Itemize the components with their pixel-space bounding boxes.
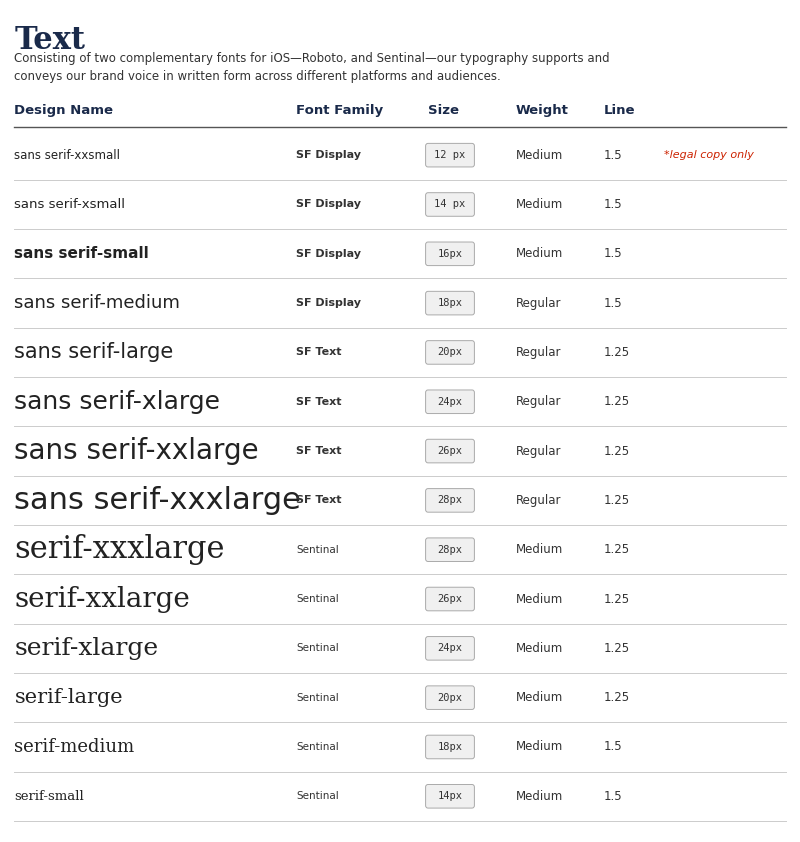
Text: Line: Line <box>604 104 635 117</box>
Text: Medium: Medium <box>516 198 563 211</box>
Text: SF Text: SF Text <box>296 348 342 358</box>
Text: 1.25: 1.25 <box>604 494 630 507</box>
Text: sans serif-large: sans serif-large <box>14 343 174 362</box>
Text: 1.25: 1.25 <box>604 593 630 605</box>
Text: Regular: Regular <box>516 395 562 408</box>
Text: Medium: Medium <box>516 740 563 754</box>
Text: Regular: Regular <box>516 346 562 359</box>
Text: Medium: Medium <box>516 790 563 802</box>
Text: 1.5: 1.5 <box>604 149 622 162</box>
Text: 12 px: 12 px <box>434 150 466 160</box>
FancyBboxPatch shape <box>426 686 474 710</box>
Text: sans serif-xxsmall: sans serif-xxsmall <box>14 149 121 162</box>
Text: Design Name: Design Name <box>14 104 114 117</box>
Text: 14px: 14px <box>438 791 462 802</box>
Text: sans serif-medium: sans serif-medium <box>14 294 180 312</box>
Text: 20px: 20px <box>438 348 462 358</box>
Text: 28px: 28px <box>438 495 462 505</box>
Text: 1.25: 1.25 <box>604 346 630 359</box>
Text: 16px: 16px <box>438 248 462 258</box>
Text: Consisting of two complementary fonts for iOS—Roboto, and Sentinal—our typograph: Consisting of two complementary fonts fo… <box>14 52 610 83</box>
Text: 18px: 18px <box>438 742 462 752</box>
Text: Size: Size <box>428 104 459 117</box>
Text: Sentinal: Sentinal <box>296 643 338 653</box>
Text: 26px: 26px <box>438 594 462 604</box>
Text: 1.25: 1.25 <box>604 445 630 457</box>
Text: Regular: Regular <box>516 445 562 457</box>
Text: SF Display: SF Display <box>296 200 361 210</box>
Text: serif-medium: serif-medium <box>14 738 134 756</box>
Text: SF Text: SF Text <box>296 446 342 456</box>
Text: 28px: 28px <box>438 545 462 555</box>
Text: Regular: Regular <box>516 296 562 310</box>
Text: 1.25: 1.25 <box>604 543 630 557</box>
Text: Sentinal: Sentinal <box>296 594 338 604</box>
Text: sans serif-xxlarge: sans serif-xxlarge <box>14 437 259 465</box>
Text: serif-xlarge: serif-xlarge <box>14 637 158 660</box>
FancyBboxPatch shape <box>426 735 474 759</box>
Text: Regular: Regular <box>516 494 562 507</box>
Text: 26px: 26px <box>438 446 462 456</box>
Text: 1.5: 1.5 <box>604 296 622 310</box>
Text: Sentinal: Sentinal <box>296 742 338 752</box>
FancyBboxPatch shape <box>426 637 474 660</box>
Text: 1.5: 1.5 <box>604 198 622 211</box>
Text: 20px: 20px <box>438 693 462 703</box>
FancyBboxPatch shape <box>426 538 474 562</box>
Text: Sentinal: Sentinal <box>296 545 338 555</box>
Text: 24px: 24px <box>438 397 462 407</box>
Text: Medium: Medium <box>516 642 563 655</box>
Text: Medium: Medium <box>516 593 563 605</box>
Text: 1.5: 1.5 <box>604 248 622 260</box>
Text: Sentinal: Sentinal <box>296 693 338 703</box>
Text: Medium: Medium <box>516 691 563 704</box>
Text: Sentinal: Sentinal <box>296 791 338 802</box>
Text: 18px: 18px <box>438 298 462 308</box>
FancyBboxPatch shape <box>426 143 474 167</box>
FancyBboxPatch shape <box>426 193 474 216</box>
Text: serif-large: serif-large <box>14 688 123 707</box>
Text: 1.5: 1.5 <box>604 790 622 802</box>
Text: Medium: Medium <box>516 543 563 557</box>
Text: SF Display: SF Display <box>296 248 361 258</box>
Text: 1.25: 1.25 <box>604 691 630 704</box>
Text: Weight: Weight <box>516 104 569 117</box>
Text: sans serif-xxxlarge: sans serif-xxxlarge <box>14 486 302 515</box>
FancyBboxPatch shape <box>426 440 474 463</box>
Text: *legal copy only: *legal copy only <box>664 150 754 160</box>
Text: 1.25: 1.25 <box>604 395 630 408</box>
Text: SF Display: SF Display <box>296 150 361 160</box>
Text: SF Text: SF Text <box>296 495 342 505</box>
FancyBboxPatch shape <box>426 785 474 808</box>
Text: Text: Text <box>14 25 86 56</box>
FancyBboxPatch shape <box>426 488 474 512</box>
Text: sans serif-small: sans serif-small <box>14 247 149 261</box>
FancyBboxPatch shape <box>426 341 474 365</box>
Text: 1.25: 1.25 <box>604 642 630 655</box>
Text: SF Display: SF Display <box>296 298 361 308</box>
FancyBboxPatch shape <box>426 242 474 265</box>
Text: sans serif-xlarge: sans serif-xlarge <box>14 390 221 413</box>
Text: Medium: Medium <box>516 149 563 162</box>
FancyBboxPatch shape <box>426 587 474 610</box>
Text: serif-small: serif-small <box>14 790 84 802</box>
Text: 1.5: 1.5 <box>604 740 622 754</box>
Text: SF Text: SF Text <box>296 397 342 407</box>
Text: serif-xxxlarge: serif-xxxlarge <box>14 534 225 565</box>
Text: 14 px: 14 px <box>434 200 466 210</box>
Text: sans serif-xsmall: sans serif-xsmall <box>14 198 126 211</box>
Text: Medium: Medium <box>516 248 563 260</box>
FancyBboxPatch shape <box>426 291 474 315</box>
Text: 24px: 24px <box>438 643 462 653</box>
Text: serif-xxlarge: serif-xxlarge <box>14 585 190 612</box>
FancyBboxPatch shape <box>426 390 474 413</box>
Text: Font Family: Font Family <box>296 104 383 117</box>
